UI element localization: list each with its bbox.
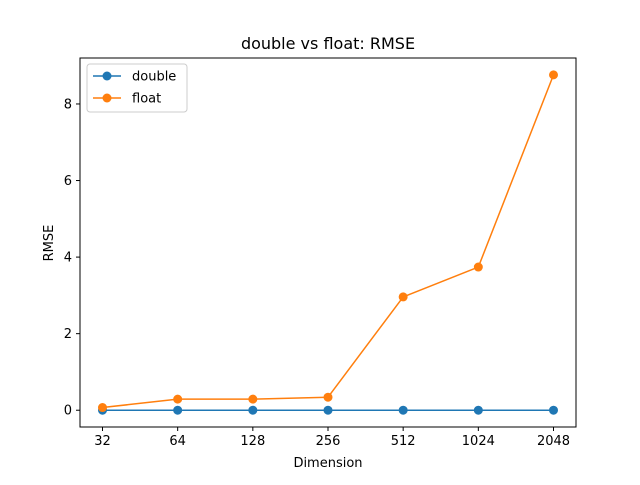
data-point-float: [323, 392, 333, 402]
x-tick-label: 256: [316, 434, 341, 449]
data-point-double: [248, 405, 258, 415]
legend-marker-double: [102, 71, 112, 81]
data-point-double: [549, 405, 558, 415]
x-axis-label: Dimension: [293, 456, 362, 471]
y-tick-label: 6: [64, 174, 72, 189]
x-tick-label: 512: [391, 434, 416, 449]
y-axis: 0 2 4 6 8: [64, 97, 80, 419]
chart-title: double vs float: RMSE: [241, 34, 415, 53]
x-axis: 32 64 128 256 512 1024 2048: [94, 427, 570, 449]
y-tick-label: 4: [64, 251, 72, 266]
x-tick-label: 32: [94, 434, 111, 449]
data-point-double: [323, 405, 333, 415]
data-point-float: [248, 394, 258, 404]
series-layer: [98, 70, 558, 415]
y-tick-label: 0: [64, 404, 72, 419]
data-point-double: [398, 405, 408, 415]
x-tick-label: 128: [240, 434, 265, 449]
data-point-double: [173, 405, 183, 415]
y-tick-label: 8: [64, 97, 72, 112]
data-point-float: [473, 262, 483, 272]
data-point-float: [549, 70, 558, 80]
legend-marker-float: [102, 93, 112, 103]
data-point-double: [473, 405, 483, 415]
x-tick-label: 2048: [537, 434, 570, 449]
legend: double float: [86, 63, 188, 113]
legend-label-float: float: [132, 92, 161, 107]
x-tick-label: 64: [169, 434, 186, 449]
data-point-float: [398, 292, 408, 302]
y-tick-label: 2: [64, 327, 72, 342]
y-axis-label: RMSE: [42, 225, 57, 262]
x-tick-label: 1024: [462, 434, 495, 449]
data-point-float: [98, 403, 107, 413]
legend-label-double: double: [132, 70, 176, 85]
data-point-float: [173, 394, 183, 404]
